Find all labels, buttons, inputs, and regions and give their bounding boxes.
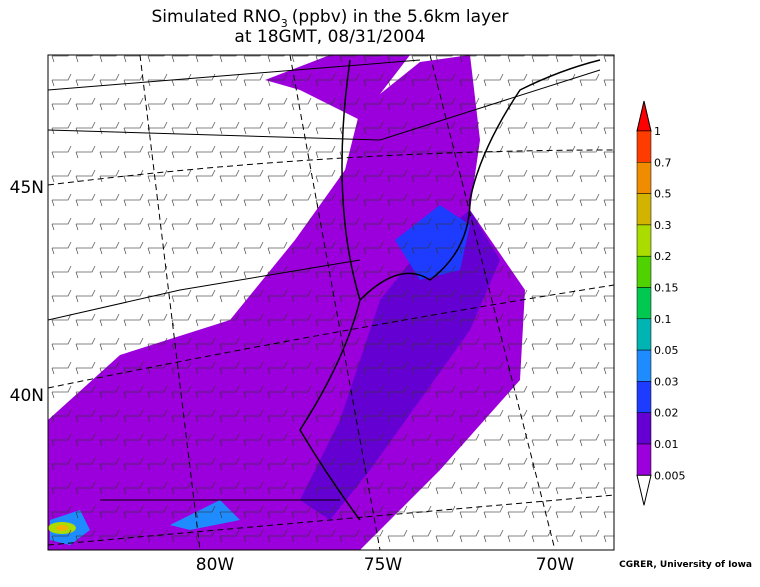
colorbar-label: 0.01 [654, 438, 679, 451]
colorbar-bottom [636, 474, 652, 506]
lat-label: 45N [10, 178, 44, 198]
colorbar-swatch [636, 162, 652, 194]
colorbar-label: 0.15 [654, 282, 679, 295]
lon-label: 70W [536, 555, 575, 575]
colorbar-swatch [636, 224, 652, 257]
lon-label: 75W [364, 555, 403, 575]
colorbar-swatch [636, 349, 652, 382]
colorbar: 1 0.7 0.5 0.3 0.2 0.15 0.1 0.05 0.03 0.02 0.01 0.00… [636, 100, 686, 506]
title: Simulated RNO3 (ppbv) in the 5.6km layer [151, 7, 508, 30]
colorbar-label: 0.7 [654, 156, 672, 169]
lat-label: 40N [10, 386, 44, 406]
colorbar-label: 0.03 [654, 375, 679, 388]
colorbar-swatch [636, 255, 652, 288]
colorbar-swatch [636, 381, 652, 413]
colorbar-label: 0.005 [654, 469, 686, 482]
colorbar-swatch [636, 193, 652, 226]
colorbar-top [636, 100, 652, 132]
colorbar-swatch [636, 412, 652, 445]
title-prefix: Simulated RNO [151, 7, 280, 27]
colorbar-label: 0.05 [654, 344, 679, 357]
lon-label: 80W [196, 555, 235, 575]
title-line2: at 18GMT, 08/31/2004 [234, 27, 425, 47]
colorbar-label: 0.5 [654, 188, 672, 201]
title-subscript: 3 [281, 17, 288, 30]
colorbar-label: 0.3 [654, 219, 672, 232]
colorbar-label: 0.2 [654, 250, 672, 263]
colorbar-label: 0.02 [654, 407, 679, 420]
colorbar-label: 0.1 [654, 313, 672, 326]
colorbar-swatch [636, 130, 652, 163]
colorbar-label: 1 [654, 125, 661, 138]
title-suffix: (ppbv) in the 5.6km layer [292, 7, 509, 27]
colorbar-swatch [636, 443, 652, 476]
credit: CGRER, University of Iowa [619, 560, 752, 570]
colorbar-swatch [636, 287, 652, 320]
colorbar-swatch [636, 318, 652, 351]
map-area [48, 55, 614, 550]
